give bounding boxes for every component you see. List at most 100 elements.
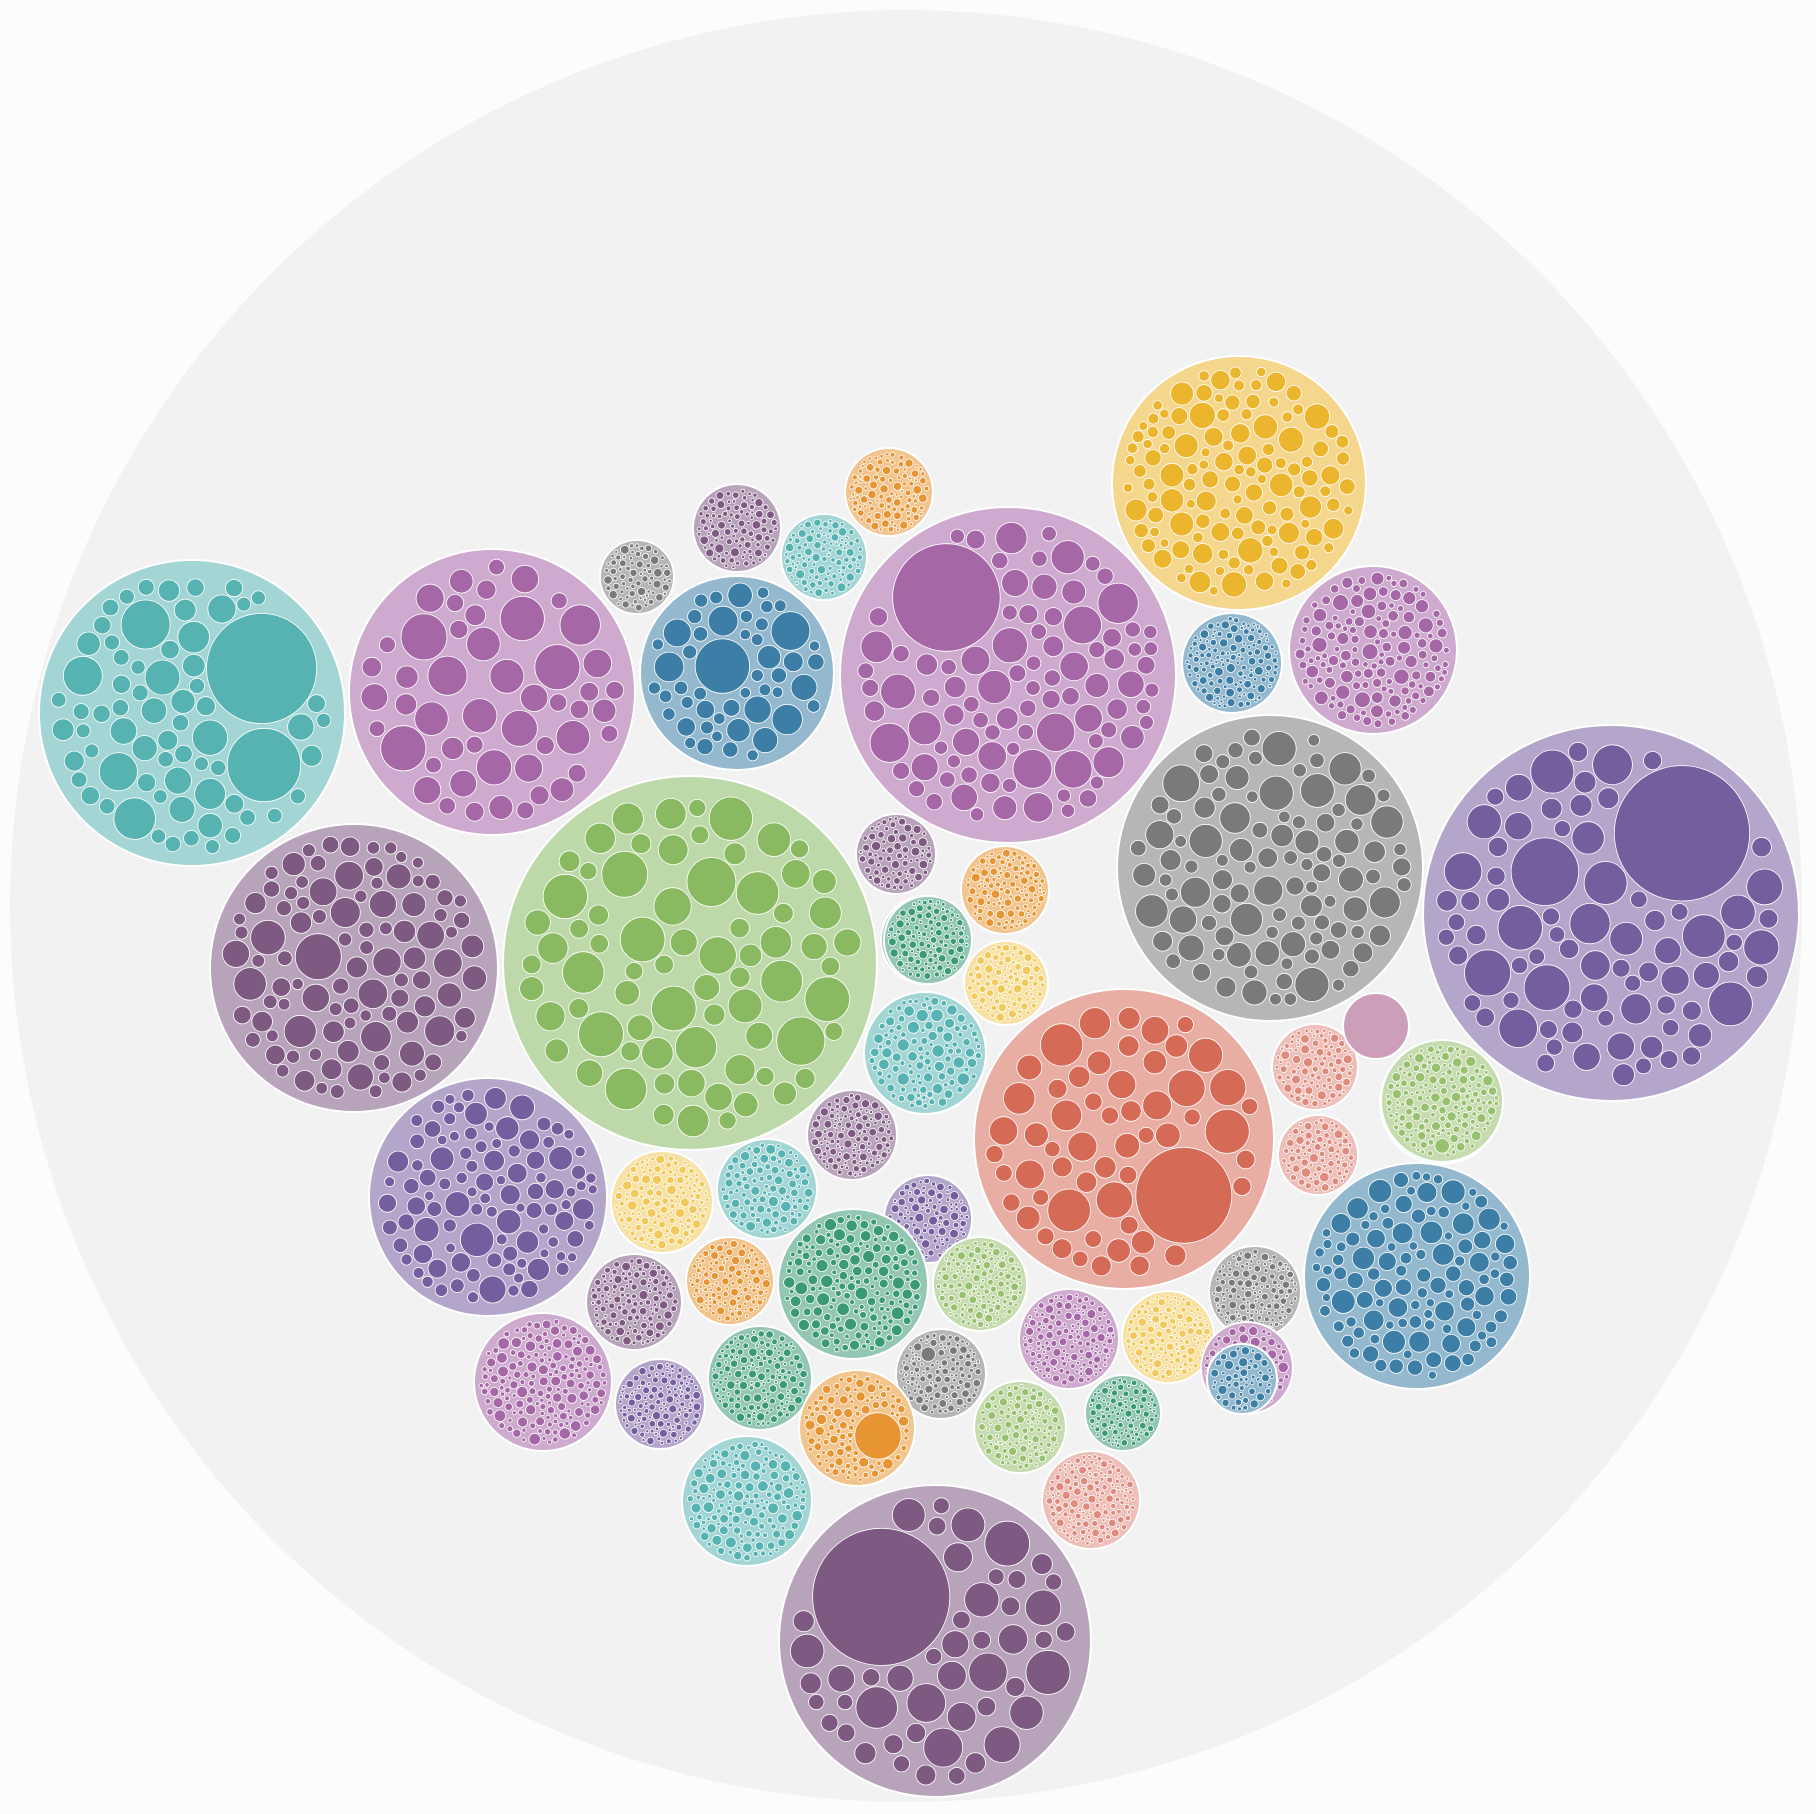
leaf-circle: [704, 513, 710, 519]
leaf-circle: [991, 877, 997, 882]
leaf-circle: [721, 1260, 726, 1265]
leaf-circle: [912, 498, 919, 504]
leaf-circle: [525, 1202, 543, 1219]
leaf-circle: [865, 1398, 870, 1403]
leaf-circle: [525, 1404, 537, 1416]
leaf-circle: [1079, 1007, 1112, 1040]
leaf-circle: [1257, 1289, 1262, 1294]
leaf-circle: [639, 1159, 645, 1165]
leaf-circle: [751, 1197, 758, 1204]
leaf-circle: [535, 736, 555, 755]
leaf-circle: [854, 1412, 902, 1460]
leaf-circle: [711, 730, 723, 743]
leaf-circle: [601, 850, 649, 898]
leaf-circle: [909, 522, 914, 527]
leaf-circle: [638, 1184, 645, 1192]
leaf-circle: [867, 500, 873, 506]
leaf-circle: [623, 1276, 629, 1282]
leaf-circle: [811, 1256, 817, 1262]
leaf-circle: [1233, 634, 1244, 644]
leaf-circle: [442, 1218, 457, 1233]
leaf-circle: [1071, 1519, 1076, 1524]
leaf-circle: [662, 577, 667, 582]
leaf-circle: [938, 1399, 948, 1408]
leaf-circle: [1498, 1008, 1538, 1049]
leaf-circle: [1054, 750, 1093, 789]
leaf-circle: [966, 1260, 972, 1266]
leaf-circle: [1087, 1528, 1092, 1533]
leaf-circle: [868, 607, 889, 627]
leaf-circle: [1583, 861, 1628, 905]
leaf-circle: [915, 1395, 924, 1405]
leaf-circle: [599, 1325, 605, 1331]
leaf-circle: [903, 1427, 910, 1434]
leaf-circle: [763, 1263, 768, 1268]
leaf-circle: [1270, 823, 1294, 848]
leaf-circle: [817, 1285, 823, 1291]
leaf-circle: [1147, 1306, 1152, 1311]
leaf-circle: [927, 1188, 936, 1197]
leaf-circle: [506, 1162, 528, 1184]
leaf-circle: [1402, 591, 1417, 605]
leaf-circle: [908, 1346, 913, 1351]
group-g04: [839, 506, 1177, 844]
leaf-circle: [626, 1225, 632, 1230]
leaf-circle: [589, 934, 609, 954]
leaf-circle: [924, 1339, 929, 1344]
leaf-circle: [863, 486, 868, 491]
leaf-circle: [1309, 931, 1324, 946]
leaf-circle: [719, 1460, 727, 1467]
leaf-circle: [1007, 1256, 1016, 1264]
leaf-circle: [1319, 1033, 1325, 1039]
leaf-circle: [1468, 1074, 1477, 1083]
leaf-circle: [956, 1407, 961, 1413]
leaf-circle: [987, 1251, 992, 1256]
leaf-circle: [245, 1032, 261, 1048]
leaf-circle: [744, 1273, 749, 1279]
leaf-circle: [729, 1240, 738, 1249]
leaf-circle: [1274, 1064, 1280, 1070]
leaf-circle: [857, 1477, 863, 1482]
leaf-circle: [1343, 1132, 1349, 1137]
leaf-circle: [1281, 1267, 1286, 1272]
group-g33: [473, 1312, 613, 1452]
leaf-circle: [504, 1395, 511, 1402]
leaf-circle: [1078, 789, 1098, 808]
leaf-circle: [164, 835, 182, 853]
leaf-circle: [960, 1319, 966, 1325]
leaf-circle: [1312, 1178, 1321, 1187]
leaf-circle: [761, 1505, 767, 1511]
leaf-circle: [632, 1328, 639, 1335]
leaf-circle: [692, 1214, 698, 1220]
leaf-circle: [479, 1192, 492, 1205]
leaf-circle: [1034, 1399, 1044, 1409]
leaf-circle: [756, 586, 770, 599]
leaf-circle: [271, 977, 292, 997]
leaf-circle: [1140, 1395, 1148, 1403]
leaf-circle: [761, 1217, 772, 1228]
leaf-circle: [745, 1529, 753, 1538]
leaf-circle: [652, 1286, 659, 1292]
leaf-circle: [225, 579, 244, 598]
leaf-circle: [982, 1260, 992, 1270]
leaf-circle: [526, 1150, 546, 1170]
leaf-circle: [562, 951, 605, 994]
leaf-circle: [1278, 522, 1300, 544]
leaf-circle: [876, 1070, 883, 1077]
leaf-circle: [662, 707, 676, 721]
leaf-circle: [1412, 585, 1420, 593]
leaf-circle: [1411, 1111, 1422, 1122]
leaf-circle: [859, 495, 869, 504]
leaf-circle: [1075, 1329, 1080, 1334]
leaf-circle: [770, 519, 778, 526]
leaf-circle: [742, 550, 747, 555]
leaf-circle: [896, 1005, 903, 1012]
leaf-circle: [1346, 1197, 1369, 1220]
leaf-circle: [276, 950, 293, 966]
leaf-circle: [1580, 950, 1611, 981]
leaf-circle: [878, 1044, 884, 1050]
leaf-circle: [639, 1330, 645, 1335]
leaf-circle: [698, 936, 737, 975]
leaf-circle: [50, 691, 67, 708]
leaf-circle: [1074, 1369, 1079, 1374]
